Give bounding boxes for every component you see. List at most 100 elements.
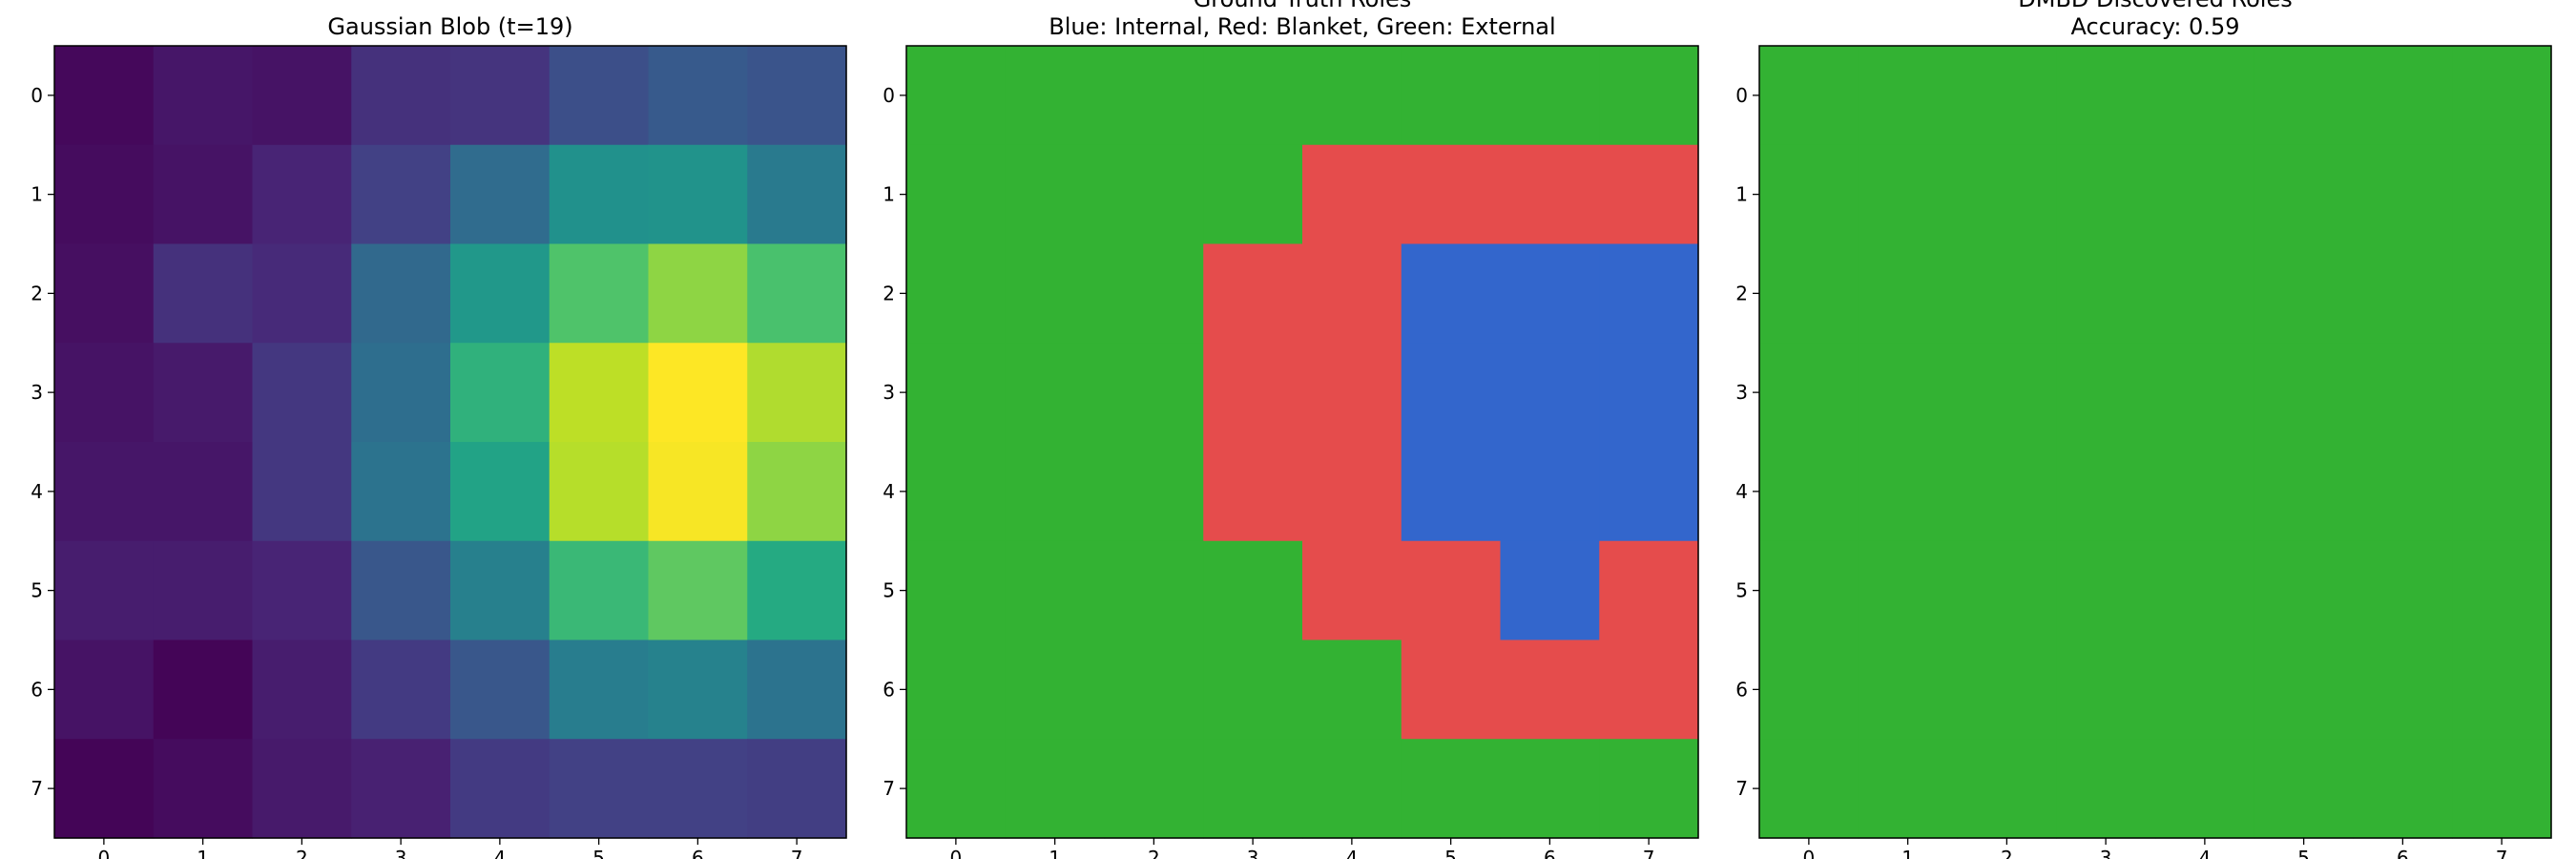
heatmap-cell [549,46,650,146]
heatmap-cell [1500,46,1600,146]
y-tick-label: 4 [1735,480,1748,503]
dmbd-discovered-roles-panel: DMBD Discovered Roles Accuracy: 0.59 0 1 2… [1735,0,2552,859]
heatmap-cell [906,243,1007,344]
heatmap-cell [1401,540,1502,641]
heatmap-cell [351,243,451,344]
y-tick-label: 7 [883,777,895,800]
heatmap-cell [153,540,254,641]
heatmap-cell [1759,540,1859,641]
x-tick-label: 2 [296,847,308,859]
heatmap-cell [2452,243,2552,344]
axis-ticks: 0 1 2 3 4 5 6 7 0 1 2 3 4 5 6 7 [883,84,1654,859]
heatmap-cell [1203,46,1303,146]
heatmap-cell [252,540,352,641]
heatmap-cell [1500,540,1600,641]
x-tick-label: 5 [1444,847,1457,859]
heatmap-cell [1302,442,1402,542]
y-tick-label: 1 [883,183,895,206]
heatmap-cell [648,442,748,542]
heatmap-cell [747,46,847,146]
heatmap-cell [54,639,155,740]
heatmap-cell [54,540,155,641]
heatmap-cell [2452,739,2552,839]
heatmap-cell [252,343,352,443]
heatmap-cell [1500,144,1600,245]
heatmap-cell [549,639,650,740]
heatmap-cell [450,144,551,245]
heatmap-cell [1401,739,1502,839]
heatmap-cell [1957,540,2057,641]
heatmap-cell [1957,243,2057,344]
heatmap-cell [1203,639,1303,740]
heatmap-cell [1005,46,1106,146]
heatmap-cell [351,144,451,245]
y-tick-label: 5 [1735,579,1748,602]
y-tick-label: 1 [31,183,43,206]
heatmap-cell [351,739,451,839]
plot-frame [1758,45,2552,839]
heatmap-cell [1759,343,1859,443]
heatmap-cell [1599,739,1699,839]
heatmap-cell [2452,343,2552,443]
heatmap-cell [1401,144,1502,245]
heatmap-cell [450,442,551,542]
heatmap-cell [1500,343,1600,443]
panel-title: DMBD Discovered Roles [2018,0,2292,12]
heatmap-cell [1759,46,1859,146]
heatmap-cell [2353,540,2453,641]
heatmap-cell [153,739,254,839]
heatmap-cells [54,46,847,839]
y-tick-label: 5 [883,579,895,602]
heatmap-cell [54,343,155,443]
heatmap-cell [1302,243,1402,344]
heatmap-cell [906,442,1007,542]
heatmap-cell [450,343,551,443]
heatmap-cell [1302,540,1402,641]
heatmap-cell [2452,639,2552,740]
heatmap-cell [2056,639,2156,740]
heatmap-cell [2155,442,2255,542]
plot-frame [53,45,847,839]
heatmap-cell [1858,442,1959,542]
heatmap-cell [252,243,352,344]
heatmap-cell [252,46,352,146]
heatmap-cell [2254,46,2355,146]
x-tick-label: 2 [1148,847,1160,859]
heatmap-cell [1858,343,1959,443]
x-tick-label: 7 [791,847,803,859]
heatmap-cell [2155,243,2255,344]
heatmap-cell [54,243,155,344]
heatmap-cell [1759,442,1859,542]
gaussian-blob-panel: Gaussian Blob (t=19) 0 1 2 3 4 5 6 7 0 1 2 3 4 5 6 7 [31,13,847,859]
heatmap-cell [351,343,451,443]
heatmap-cells [1759,46,2552,839]
y-tick-label: 1 [1735,183,1748,206]
heatmap-cell [1957,639,2057,740]
x-tick-label: 6 [692,847,704,859]
heatmap-cell [2056,540,2156,641]
heatmap-cell [450,243,551,344]
y-tick-label: 2 [31,282,43,304]
heatmap-cell [1104,343,1204,443]
heatmap-cell [1858,144,1959,245]
heatmap-cell [906,540,1007,641]
heatmap-cell [153,46,254,146]
heatmap-cell [648,144,748,245]
heatmap-cell [2452,144,2552,245]
plot-frame [905,45,1699,839]
heatmap-cell [1500,739,1600,839]
heatmap-cell [1401,46,1502,146]
y-tick-label: 6 [1735,678,1748,701]
y-tick-label: 6 [31,678,43,701]
heatmap-cell [1401,343,1502,443]
panel-subtitle: Accuracy: 0.59 [2071,13,2240,40]
heatmap-cell [1104,639,1204,740]
heatmap-cell [648,540,748,641]
heatmap-cell [351,540,451,641]
heatmap-cell [153,442,254,542]
heatmap-cell [2452,46,2552,146]
x-tick-label: 6 [1544,847,1556,859]
y-tick-label: 3 [883,381,895,404]
heatmap-cell [351,46,451,146]
heatmap-cell [2353,639,2453,740]
